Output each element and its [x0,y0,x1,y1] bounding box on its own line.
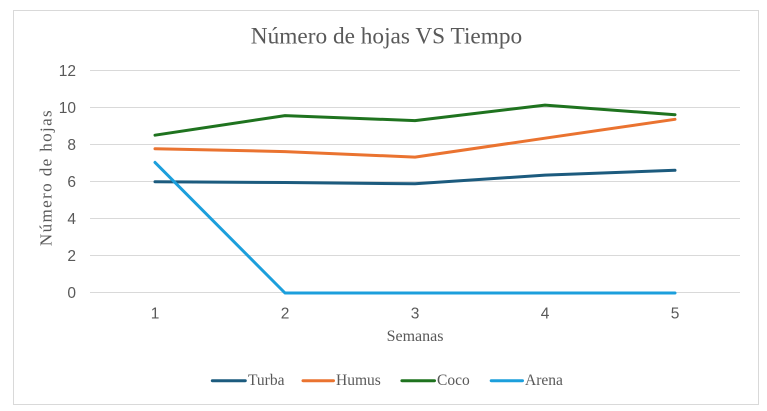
svg-text:Turba: Turba [248,372,285,389]
svg-text:10: 10 [59,100,77,117]
svg-text:Humus: Humus [336,372,381,389]
svg-text:0: 0 [67,285,76,302]
svg-text:5: 5 [671,306,680,323]
svg-text:4: 4 [67,211,76,228]
svg-text:Arena: Arena [525,372,563,389]
svg-text:2: 2 [67,248,76,265]
svg-text:Número de hojas: Número de hojas [37,109,56,246]
svg-text:6: 6 [67,174,76,191]
svg-text:3: 3 [411,306,420,323]
svg-text:Coco: Coco [437,372,470,389]
svg-text:Semanas: Semanas [387,328,444,345]
svg-text:Número de hojas VS Tiempo: Número de hojas VS Tiempo [251,24,522,50]
svg-text:12: 12 [59,63,76,80]
svg-text:8: 8 [67,137,76,154]
svg-text:4: 4 [541,306,550,323]
svg-text:2: 2 [281,306,290,323]
svg-text:1: 1 [151,306,160,323]
